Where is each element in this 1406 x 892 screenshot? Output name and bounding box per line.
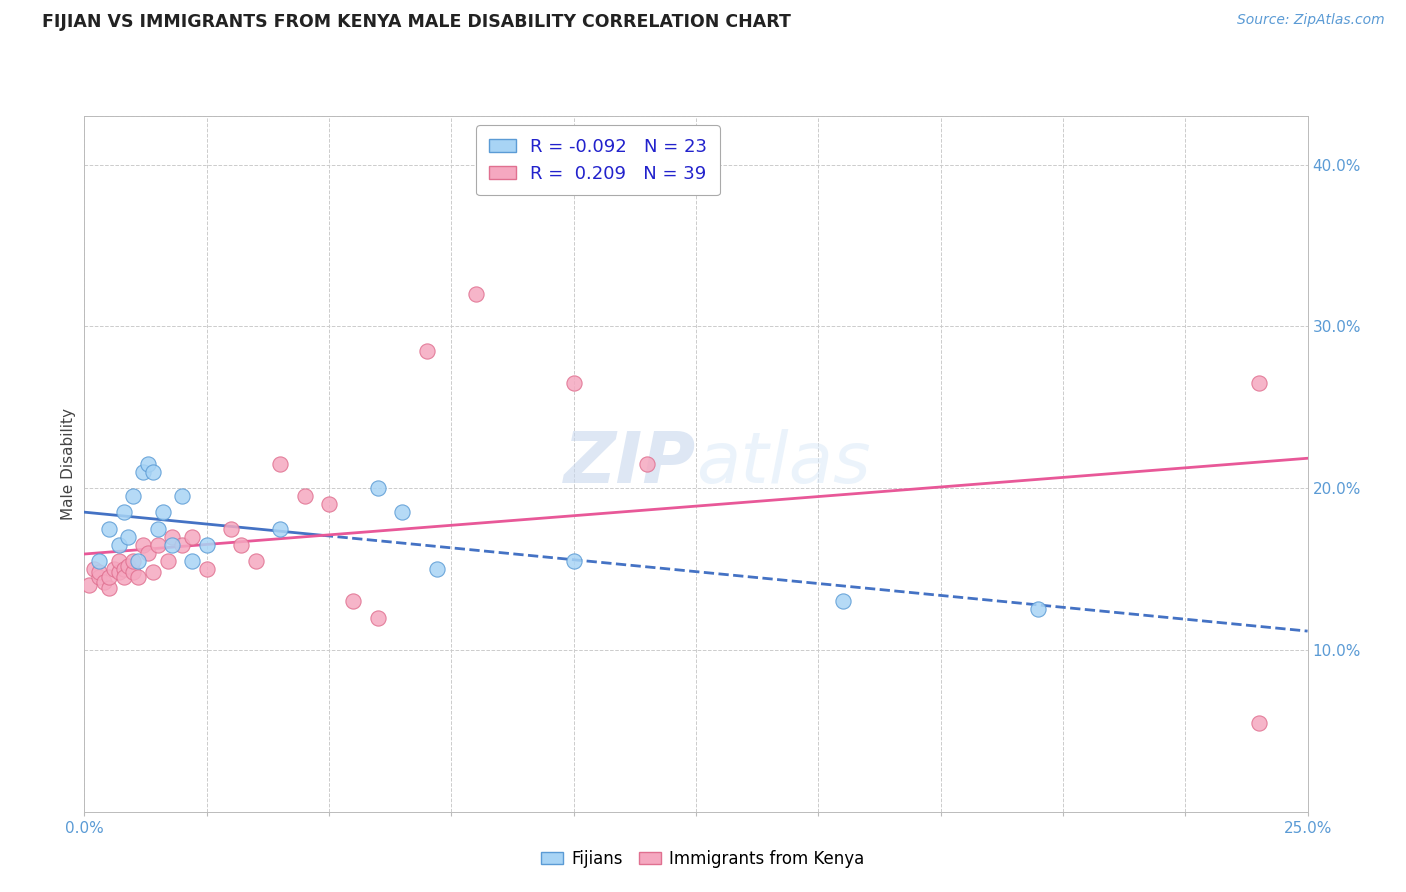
Point <box>464 287 486 301</box>
Point <box>122 489 145 503</box>
Point <box>1028 602 1050 616</box>
Point <box>87 554 110 568</box>
Point <box>142 465 165 479</box>
Point <box>122 566 145 580</box>
Point <box>269 522 291 536</box>
Point <box>172 489 194 503</box>
Point <box>162 530 184 544</box>
Point <box>367 481 389 495</box>
Point <box>146 522 169 536</box>
Point <box>162 538 184 552</box>
Point <box>112 562 135 576</box>
Point <box>112 505 135 519</box>
Point <box>318 497 340 511</box>
Point <box>77 578 100 592</box>
Point <box>127 554 149 568</box>
Point <box>195 538 218 552</box>
Legend: R = -0.092   N = 23, R =  0.209   N = 39: R = -0.092 N = 23, R = 0.209 N = 39 <box>477 125 720 195</box>
Point <box>87 570 110 584</box>
Point <box>97 582 120 596</box>
Text: FIJIAN VS IMMIGRANTS FROM KENYA MALE DISABILITY CORRELATION CHART: FIJIAN VS IMMIGRANTS FROM KENYA MALE DIS… <box>42 13 792 31</box>
Text: Source: ZipAtlas.com: Source: ZipAtlas.com <box>1237 13 1385 28</box>
Point <box>181 530 204 544</box>
Text: ZIP: ZIP <box>564 429 696 499</box>
Point <box>152 505 174 519</box>
Point <box>391 505 413 519</box>
Point <box>219 522 242 536</box>
Point <box>294 489 316 503</box>
Point <box>132 465 155 479</box>
Point <box>136 546 159 560</box>
Point <box>83 562 105 576</box>
Point <box>229 538 252 552</box>
Point <box>831 594 853 608</box>
Point <box>117 530 139 544</box>
Text: atlas: atlas <box>696 429 870 499</box>
Point <box>112 570 135 584</box>
Legend: Fijians, Immigrants from Kenya: Fijians, Immigrants from Kenya <box>534 844 872 875</box>
Point <box>122 554 145 568</box>
Point <box>132 538 155 552</box>
Point <box>181 554 204 568</box>
Point <box>636 457 658 471</box>
Point <box>136 457 159 471</box>
Point <box>1247 376 1270 390</box>
Point <box>107 566 129 580</box>
Point <box>416 343 439 358</box>
Point <box>156 554 179 568</box>
Point <box>172 538 194 552</box>
Point <box>195 562 218 576</box>
Point <box>426 562 449 576</box>
Point <box>562 554 585 568</box>
Point <box>146 538 169 552</box>
Point <box>142 566 165 580</box>
Point <box>87 566 110 580</box>
Point <box>342 594 364 608</box>
Point <box>107 538 129 552</box>
Point <box>367 610 389 624</box>
Y-axis label: Male Disability: Male Disability <box>60 408 76 520</box>
Point <box>1247 715 1270 730</box>
Point <box>103 562 125 576</box>
Point <box>269 457 291 471</box>
Point <box>127 570 149 584</box>
Point <box>107 554 129 568</box>
Point <box>245 554 267 568</box>
Point <box>117 558 139 573</box>
Point <box>97 522 120 536</box>
Point <box>93 574 115 589</box>
Point <box>97 570 120 584</box>
Point <box>562 376 585 390</box>
